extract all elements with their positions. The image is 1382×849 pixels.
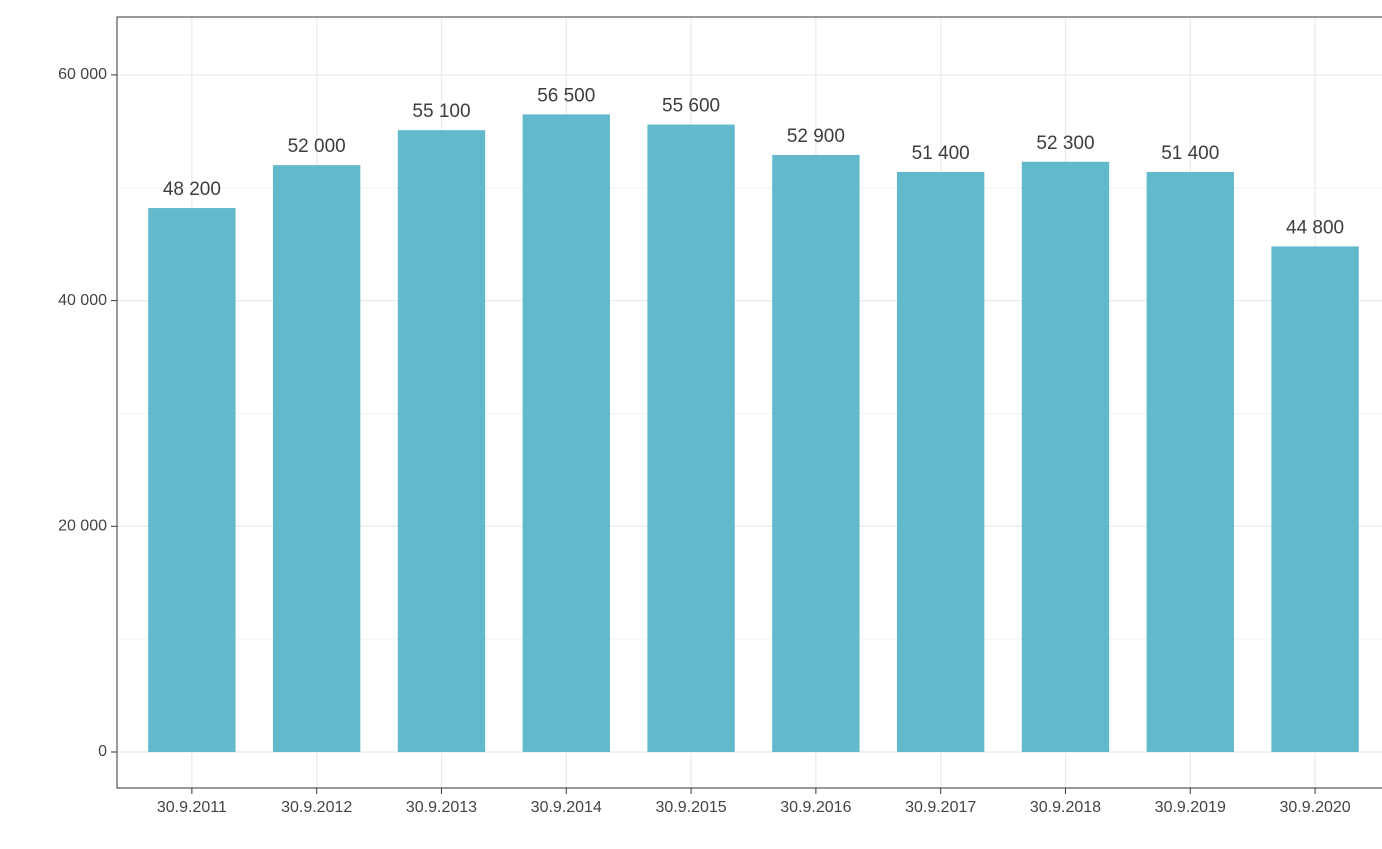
value-label: 51 400 xyxy=(1161,143,1219,164)
y-tick-label: 40 000 xyxy=(58,292,107,309)
bar xyxy=(148,208,236,753)
x-tick-label: 30.9.2019 xyxy=(1155,799,1226,816)
bar xyxy=(273,165,361,753)
plot-border xyxy=(116,16,1382,789)
x-tick-label: 30.9.2014 xyxy=(531,799,602,816)
x-tick-label: 30.9.2015 xyxy=(655,799,726,816)
y-tick-label: 20 000 xyxy=(58,518,107,535)
value-label: 48 200 xyxy=(163,179,221,200)
value-label: 52 300 xyxy=(1036,133,1094,154)
x-tick-label: 30.9.2012 xyxy=(281,799,352,816)
bar xyxy=(647,124,735,753)
x-tick-label: 30.9.2020 xyxy=(1279,799,1350,816)
y-tick-label: 0 xyxy=(98,743,107,760)
bar xyxy=(1021,161,1110,753)
y-tick-label: 60 000 xyxy=(58,66,107,83)
x-tick-label: 30.9.2018 xyxy=(1030,799,1101,816)
x-tick-label: 30.9.2011 xyxy=(157,799,227,816)
bar xyxy=(1146,171,1234,753)
value-label: 44 800 xyxy=(1286,217,1344,238)
value-label: 55 100 xyxy=(412,101,470,122)
value-label: 52 900 xyxy=(787,126,845,147)
bar xyxy=(522,114,610,753)
bar xyxy=(397,130,486,753)
bar xyxy=(772,155,860,753)
value-label: 56 500 xyxy=(537,85,595,106)
value-label: 51 400 xyxy=(912,143,970,164)
value-label: 52 000 xyxy=(288,136,346,157)
x-tick-label: 30.9.2016 xyxy=(780,799,851,816)
x-tick-label: 30.9.2017 xyxy=(905,799,976,816)
bar xyxy=(1271,246,1359,753)
x-tick-label: 30.9.2013 xyxy=(406,799,477,816)
bar xyxy=(897,171,985,753)
value-label: 55 600 xyxy=(662,96,720,117)
